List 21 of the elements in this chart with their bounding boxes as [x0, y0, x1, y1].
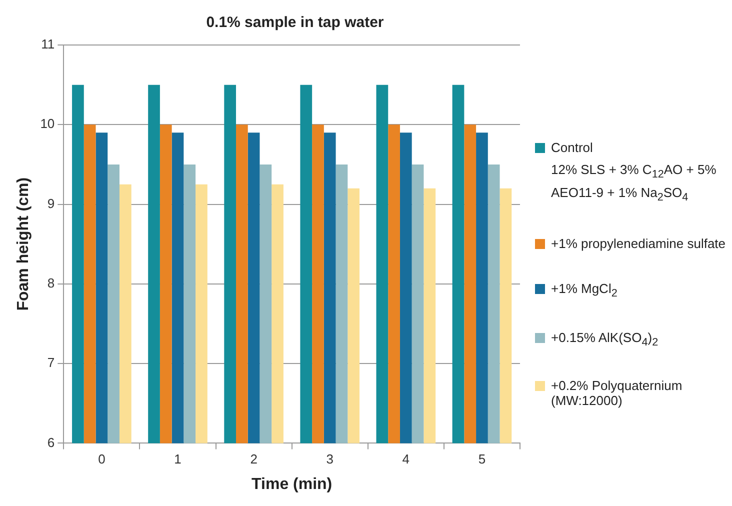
y-tick-label: 8 — [47, 276, 55, 290]
x-tick-label: 5 — [478, 452, 486, 467]
legend-label: +1% MgCl$_{2}$ — [551, 281, 618, 300]
text: 12% SLS + 3% C$_{12}$AO + 5% AEO11-9 + 1% Na$_{2}$SO$_{4}$ — [551, 161, 718, 206]
legend-label: +0.15% AlK(SO$_{4}$)$_{2}$ — [551, 330, 658, 348]
x-tick-label: 2 — [250, 452, 258, 467]
x-tick-label: 0 — [98, 452, 106, 467]
x-tick-label: 4 — [402, 452, 410, 467]
y-tick-label: 11 — [41, 36, 55, 52]
x-tick-label: 1 — [174, 452, 182, 467]
y-axis-title: Foam height (cm) — [15, 177, 32, 311]
y-tick-label: 6 — [47, 434, 55, 450]
legend-label: Control — [551, 140, 593, 155]
y-tick-label: 10 — [40, 116, 55, 132]
legend-label: +0.2% Polyquaternium (MW:12000) — [551, 378, 684, 408]
y-tick-label: 9 — [47, 196, 55, 211]
chart-title: 0.1% sample in tap water — [205, 14, 385, 31]
y-tick-label: 7 — [47, 355, 55, 370]
x-axis-title: Time (min) — [252, 476, 332, 493]
legend-label: +1% propylenediamine sulfate — [551, 236, 726, 252]
x-tick-label: 3 — [326, 452, 334, 467]
